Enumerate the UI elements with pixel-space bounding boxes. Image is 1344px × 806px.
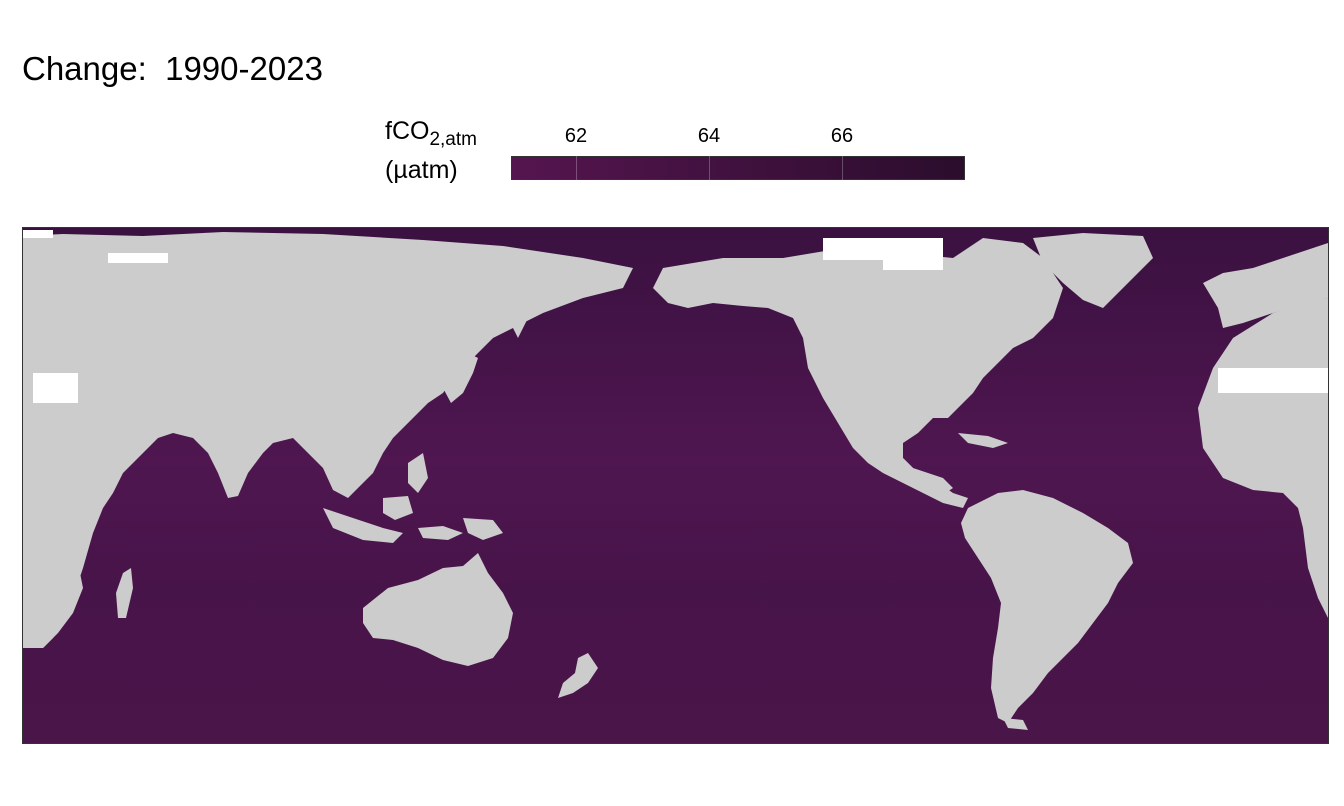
ice-patch — [823, 238, 943, 260]
map-panel — [22, 227, 1329, 744]
sea-ice — [23, 230, 1328, 403]
legend-title: fCO2,atm (µatm) — [385, 116, 477, 186]
legend-tick-label-62: 62 — [564, 125, 588, 147]
landmass-madagascar — [116, 568, 133, 618]
legend-title-subscript: 2,atm — [429, 129, 477, 150]
legend-unit: (µatm) — [385, 156, 458, 184]
landmass-africa-east — [23, 528, 83, 648]
landmass-europe — [1203, 243, 1328, 328]
landmass-kamchatka — [513, 298, 533, 338]
ice-patch — [883, 256, 943, 270]
land — [23, 232, 1328, 730]
legend-tick-mark — [842, 156, 843, 180]
legend-title-main: fCO — [385, 117, 430, 145]
landmass-greenland — [1033, 233, 1153, 308]
landmass-philippines — [408, 453, 428, 493]
landmass-north-america — [653, 238, 1063, 496]
ice-patch — [33, 373, 78, 403]
legend-tick-mark — [576, 156, 577, 180]
landmass-eurasia — [23, 232, 633, 648]
legend-tick-mark — [709, 156, 710, 180]
legend-tick-label-66: 66 — [830, 125, 854, 147]
landmass-japan — [443, 353, 478, 403]
color-scale-bar — [511, 156, 965, 180]
ice-patch — [23, 230, 53, 238]
landmass-central-america — [903, 458, 968, 508]
ice-patch — [1218, 368, 1328, 393]
legend-tick-label-64: 64 — [697, 125, 721, 147]
landmass-south-america — [961, 490, 1133, 723]
world-map — [23, 228, 1328, 743]
landmass-new-zealand — [558, 653, 598, 698]
landmass-indonesia — [323, 496, 503, 543]
landmass-australia — [363, 553, 513, 666]
landmass-caribbean — [958, 433, 1008, 448]
ice-patch — [108, 253, 168, 263]
landmass-tierra-del-fuego — [1003, 718, 1028, 730]
plot-title: Change: 1990-2023 — [22, 50, 323, 87]
